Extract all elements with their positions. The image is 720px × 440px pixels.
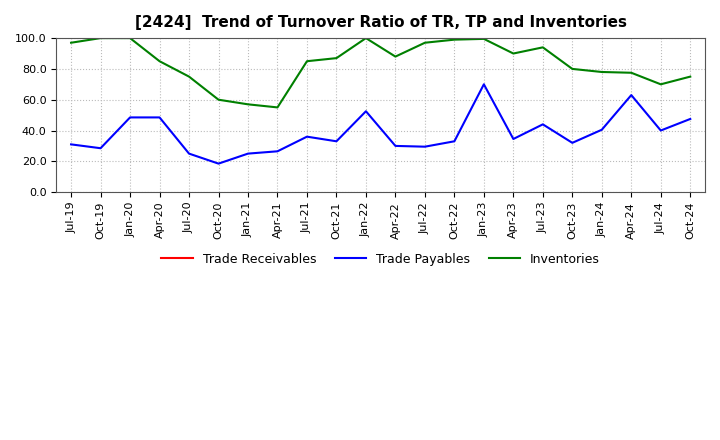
Trade Payables	[657, 128, 665, 133]
Inventories	[273, 105, 282, 110]
Trade Payables	[391, 143, 400, 149]
Trade Payables	[598, 127, 606, 132]
Trade Payables	[539, 122, 547, 127]
Inventories	[126, 36, 135, 41]
Trade Payables	[156, 115, 164, 120]
Inventories	[420, 40, 429, 45]
Line: Trade Payables: Trade Payables	[71, 84, 690, 164]
Inventories	[185, 74, 194, 79]
Inventories	[657, 82, 665, 87]
Trade Payables	[273, 149, 282, 154]
Trade Payables	[243, 151, 252, 156]
Inventories	[480, 36, 488, 41]
Line: Inventories: Inventories	[71, 38, 690, 107]
Legend: Trade Receivables, Trade Payables, Inventories: Trade Receivables, Trade Payables, Inven…	[156, 248, 605, 271]
Inventories	[214, 97, 222, 103]
Trade Payables	[332, 139, 341, 144]
Trade Payables	[509, 136, 518, 142]
Trade Payables	[568, 140, 577, 146]
Inventories	[156, 59, 164, 64]
Trade Payables	[126, 115, 135, 120]
Inventories	[686, 74, 695, 79]
Inventories	[539, 45, 547, 50]
Inventories	[598, 70, 606, 75]
Inventories	[568, 66, 577, 72]
Inventories	[332, 55, 341, 61]
Inventories	[243, 102, 252, 107]
Trade Payables	[185, 151, 194, 156]
Trade Payables	[67, 142, 76, 147]
Trade Payables	[450, 139, 459, 144]
Inventories	[509, 51, 518, 56]
Trade Payables	[361, 109, 370, 114]
Trade Payables	[420, 144, 429, 149]
Title: [2424]  Trend of Turnover Ratio of TR, TP and Inventories: [2424] Trend of Turnover Ratio of TR, TP…	[135, 15, 626, 30]
Inventories	[361, 36, 370, 41]
Inventories	[627, 70, 636, 75]
Trade Payables	[214, 161, 222, 166]
Trade Payables	[686, 116, 695, 121]
Trade Payables	[302, 134, 311, 139]
Inventories	[450, 37, 459, 42]
Inventories	[67, 40, 76, 45]
Trade Payables	[627, 92, 636, 98]
Inventories	[96, 36, 105, 41]
Trade Payables	[96, 146, 105, 151]
Trade Payables	[480, 82, 488, 87]
Inventories	[391, 54, 400, 59]
Inventories	[302, 59, 311, 64]
